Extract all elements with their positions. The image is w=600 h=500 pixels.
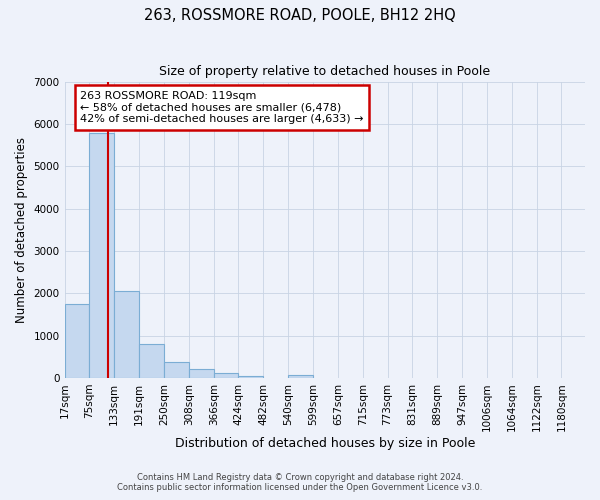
Text: 263, ROSSMORE ROAD, POOLE, BH12 2HQ: 263, ROSSMORE ROAD, POOLE, BH12 2HQ — [144, 8, 456, 22]
Y-axis label: Number of detached properties: Number of detached properties — [15, 137, 28, 323]
Bar — [114, 291, 139, 378]
Bar — [288, 376, 313, 378]
X-axis label: Distribution of detached houses by size in Poole: Distribution of detached houses by size … — [175, 437, 475, 450]
Text: Contains HM Land Registry data © Crown copyright and database right 2024.
Contai: Contains HM Land Registry data © Crown c… — [118, 473, 482, 492]
Bar — [238, 376, 263, 378]
Text: 263 ROSSMORE ROAD: 119sqm
← 58% of detached houses are smaller (6,478)
42% of se: 263 ROSSMORE ROAD: 119sqm ← 58% of detac… — [80, 91, 364, 124]
Bar — [164, 362, 189, 378]
Bar — [65, 304, 89, 378]
Bar — [189, 368, 214, 378]
Bar — [214, 374, 238, 378]
Bar — [139, 344, 164, 378]
Bar — [89, 132, 114, 378]
Title: Size of property relative to detached houses in Poole: Size of property relative to detached ho… — [159, 65, 490, 78]
